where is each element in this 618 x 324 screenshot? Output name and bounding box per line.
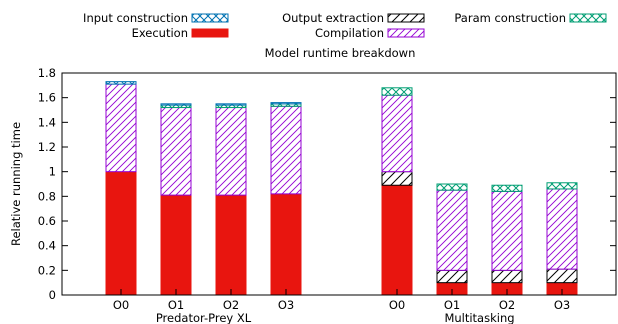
bar-area bbox=[105, 81, 578, 296]
y-tick-label: 0 bbox=[49, 288, 56, 302]
bar-segment-compilation bbox=[105, 83, 137, 173]
bar-segment-compilation bbox=[270, 105, 302, 195]
x-tick-label: O1 bbox=[444, 298, 460, 312]
y-tick-label: 1 bbox=[49, 165, 56, 179]
bar-segment-compilation bbox=[436, 189, 468, 271]
bar-segment-output-extraction bbox=[491, 269, 523, 284]
legend-swatch-compilation bbox=[387, 28, 425, 38]
bar-segment-param-construction bbox=[491, 184, 523, 192]
legend-label-compilation: Compilation bbox=[315, 26, 384, 40]
legend-label-output-extraction: Output extraction bbox=[282, 11, 384, 25]
y-tick-label: 0.8 bbox=[38, 189, 56, 203]
x-tick-label: O3 bbox=[554, 298, 570, 312]
legend-swatch-execution bbox=[191, 28, 229, 38]
legend-label-param-construction: Param construction bbox=[454, 11, 566, 25]
x-tick-label: O1 bbox=[168, 298, 184, 312]
legend-swatch-param-construction bbox=[569, 13, 607, 23]
bar-segment-execution bbox=[105, 171, 137, 296]
y-axis-label: Relative running time bbox=[9, 122, 23, 246]
bar-segment-compilation bbox=[160, 107, 192, 196]
x-tick-label: O0 bbox=[113, 298, 129, 312]
x-tick-label: O2 bbox=[499, 298, 515, 312]
x-tick-label: O2 bbox=[223, 298, 239, 312]
y-axis: 0 0.2 0.4 0.6 0.8 1 1.2 1.4 1.6 1.8 bbox=[38, 66, 616, 302]
legend-swatch-input-construction bbox=[191, 13, 229, 23]
y-tick-label: 1.6 bbox=[38, 91, 56, 105]
bar-segment-param-construction bbox=[546, 182, 578, 190]
bar-segment-compilation bbox=[546, 188, 578, 270]
bar-segment-compilation bbox=[215, 107, 247, 196]
x-tick-label: O3 bbox=[278, 298, 294, 312]
y-tick-label: 1.8 bbox=[38, 66, 56, 80]
bar-segment-execution bbox=[160, 194, 192, 296]
bar-segment-param-construction bbox=[381, 87, 413, 96]
bar-segment-input-construction bbox=[215, 103, 247, 106]
group-label: Predator-Prey XL bbox=[156, 311, 252, 324]
x-axis: O0 O1 O2 O3 Predator-Prey XL O0 O1 O2 O3 Multitas… bbox=[113, 289, 570, 324]
bar-segment-execution bbox=[270, 193, 302, 296]
bar-segment-input-construction bbox=[105, 81, 137, 85]
plot-frame bbox=[61, 72, 617, 296]
bar-segment-execution bbox=[215, 194, 247, 296]
y-tick-label: 0.2 bbox=[38, 263, 56, 277]
bar-segment-compilation bbox=[381, 94, 413, 173]
x-tick-label: O0 bbox=[389, 298, 405, 312]
bar-segment-input-construction bbox=[160, 103, 192, 106]
y-tick-label: 0.6 bbox=[38, 214, 56, 228]
y-tick-label: 1.4 bbox=[38, 115, 56, 129]
chart-title: Model runtime breakdown bbox=[265, 46, 416, 60]
y-tick-label: 1.2 bbox=[38, 140, 56, 154]
bar-segment-output-extraction bbox=[546, 268, 578, 284]
bar-segment-output-extraction bbox=[436, 269, 468, 284]
group-label: Multitasking bbox=[444, 311, 514, 324]
bar-segment-input-construction bbox=[270, 102, 302, 105]
legend-label-input-construction: Input construction bbox=[83, 11, 188, 25]
y-tick-label: 0.4 bbox=[38, 239, 56, 253]
legend-swatch-output-extraction bbox=[387, 13, 425, 23]
legend-label-execution: Execution bbox=[132, 26, 188, 40]
bar-segment-param-construction bbox=[436, 183, 468, 191]
bar-segment-output-extraction bbox=[381, 171, 413, 186]
bar-segment-execution bbox=[381, 184, 413, 296]
bar-segment-compilation bbox=[491, 190, 523, 271]
